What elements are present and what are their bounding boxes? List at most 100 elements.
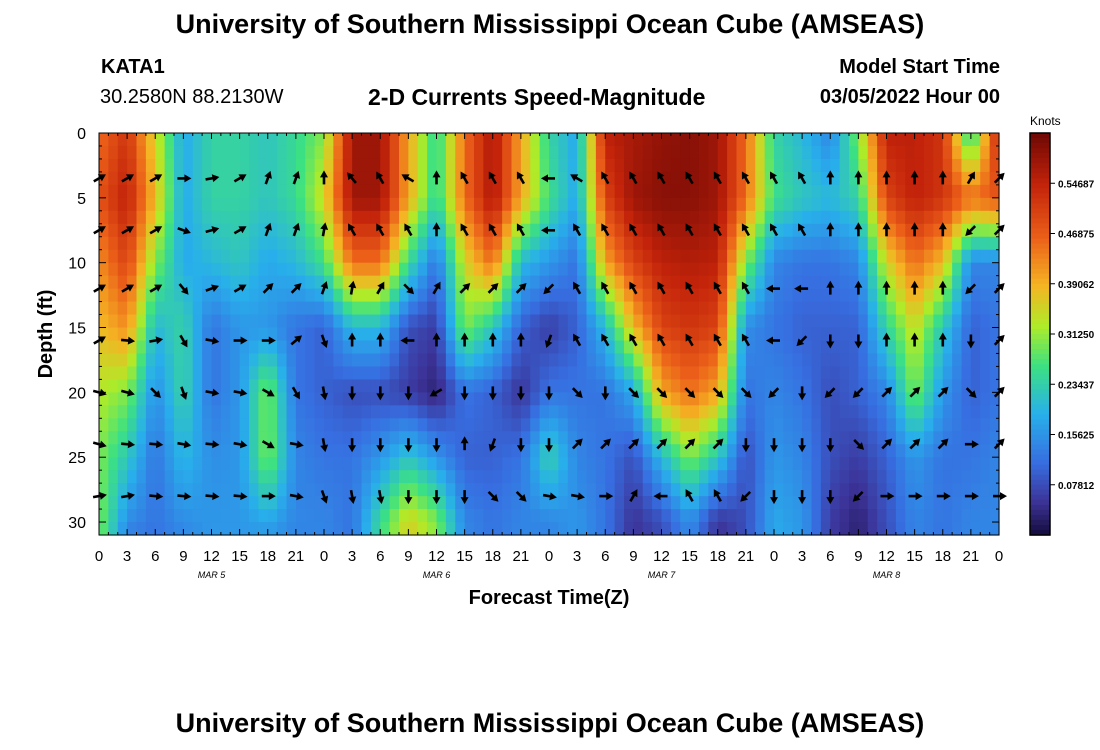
heatmap-cell (230, 236, 241, 251)
heatmap-cell (305, 379, 316, 393)
heatmap-cell (577, 509, 588, 523)
heatmap-cell (342, 392, 353, 406)
heatmap-cell (474, 418, 484, 432)
heatmap-cell (614, 431, 625, 445)
heatmap-cell (933, 275, 944, 290)
heatmap-cell (136, 340, 147, 355)
heatmap-cell (942, 223, 953, 238)
heatmap-cell (905, 470, 916, 484)
heatmap-cell (192, 210, 203, 225)
heatmap-cell (427, 275, 438, 290)
heatmap-cell (370, 223, 381, 238)
heatmap-cell (614, 197, 625, 212)
heatmap-cell (249, 379, 259, 393)
heatmap-cell (727, 288, 738, 303)
current-arrow (770, 490, 778, 505)
heatmap-cell (352, 184, 363, 199)
heatmap-cell (286, 275, 297, 290)
heatmap-cell (239, 133, 250, 147)
heatmap-cell (202, 522, 213, 536)
heatmap-cell (605, 418, 616, 432)
heatmap-cell (492, 275, 503, 290)
heatmap-cell (811, 444, 822, 458)
x-tick-label: 3 (573, 548, 581, 565)
heatmap-cell (267, 249, 278, 264)
heatmap-cell (586, 379, 597, 393)
heatmap-cell (324, 249, 334, 264)
heatmap-cell (783, 197, 794, 212)
heatmap-cell (549, 314, 559, 329)
heatmap-cell (736, 210, 747, 225)
heatmap-cell (277, 275, 288, 290)
y-axis-title: Depth (ft) (35, 290, 57, 379)
heatmap-cell (417, 210, 428, 225)
heatmap-cell (624, 483, 634, 497)
heatmap-cell (961, 145, 972, 160)
heatmap-cell (361, 444, 372, 458)
heatmap-cell (764, 483, 775, 497)
heatmap-cell (549, 496, 559, 510)
heatmap-cell (849, 444, 859, 458)
model-start-label: Model Start Time (839, 56, 1000, 78)
heatmap-cell (774, 470, 784, 484)
heatmap-cell (886, 236, 897, 251)
heatmap-cell (492, 158, 503, 173)
heatmap-cell (745, 262, 756, 277)
current-arrow (542, 492, 557, 501)
heatmap-cell (305, 197, 316, 212)
heatmap-cell (211, 262, 222, 277)
heatmap-cell (99, 457, 109, 471)
heatmap-cell (558, 171, 569, 186)
heatmap-cell (877, 470, 888, 484)
heatmap-cell (164, 379, 175, 393)
heatmap-cell (577, 223, 588, 238)
heatmap-cell (642, 444, 653, 458)
heatmap-cell (530, 301, 541, 316)
heatmap-cell (699, 171, 709, 186)
heatmap-cell (202, 314, 213, 329)
heatmap-cell (905, 197, 916, 212)
heatmap-cell (980, 379, 991, 393)
heatmap-cell (108, 262, 119, 277)
heatmap-cell (417, 288, 428, 303)
heatmap-cell (267, 184, 278, 199)
heatmap-cell (127, 405, 138, 419)
colorbar-segment (1030, 198, 1050, 204)
heatmap-cell (961, 223, 972, 238)
heatmap-cell (436, 223, 447, 238)
heatmap-cell (455, 327, 466, 342)
heatmap-cell (792, 457, 803, 471)
heatmap-cell (267, 457, 278, 471)
heatmap-cell (792, 210, 803, 225)
heatmap-cell (539, 405, 550, 419)
heatmap-cell (980, 431, 991, 445)
heatmap-cell (249, 392, 259, 406)
heatmap-cell (830, 197, 841, 212)
heatmap-cell (455, 483, 466, 497)
heatmap-cell (567, 236, 578, 251)
heatmap-cell (155, 249, 166, 264)
heatmap-cell (877, 457, 888, 471)
heatmap-cell (295, 223, 306, 238)
current-arrow (741, 223, 751, 237)
heatmap-cell (108, 483, 119, 497)
heatmap-cell (783, 171, 794, 186)
heatmap-cell (258, 470, 269, 484)
heatmap-cell (595, 340, 606, 355)
heatmap-cell (117, 431, 128, 445)
heatmap-cell (380, 223, 391, 238)
heatmap-cell (970, 275, 981, 290)
heatmap-cell (361, 457, 372, 471)
heatmap-cell (258, 379, 269, 393)
heatmap-cell (145, 133, 156, 147)
heatmap-cell (708, 340, 719, 355)
heatmap-cell (136, 145, 147, 160)
heatmap-cell (530, 133, 541, 147)
heatmap-cell (464, 418, 475, 432)
heatmap-cell (408, 366, 419, 380)
heatmap-cell (220, 184, 231, 199)
heatmap-cell (652, 340, 663, 355)
heatmap-cell (549, 470, 559, 484)
heatmap-cell (511, 133, 522, 147)
heatmap-cell (924, 431, 934, 445)
